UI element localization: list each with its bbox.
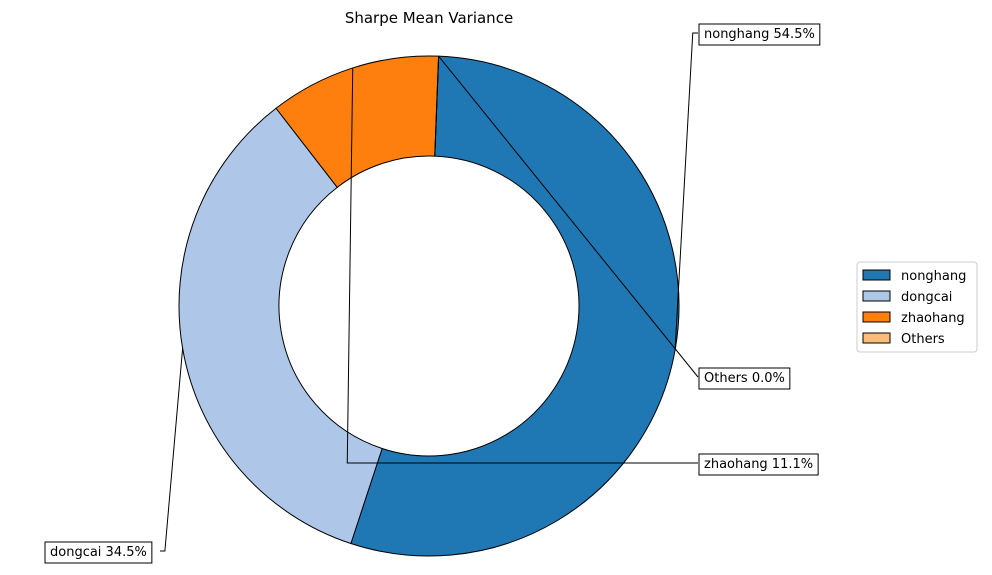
- slice-label-box-zhaohang: [698, 453, 819, 476]
- slice-dongcai: [178, 107, 383, 545]
- slices-group: [178, 55, 680, 557]
- legend-label-zhaohang: zhaohang: [901, 311, 965, 326]
- slice-label-others: Others 0.0%: [704, 371, 785, 386]
- legend-label-others: Others: [901, 332, 945, 347]
- slice-label-box-others: [698, 367, 791, 390]
- legend: nonghang dongcai zhaohang Others: [856, 261, 978, 353]
- legend-frame: [856, 261, 978, 353]
- slice-nonghang: [350, 55, 680, 557]
- legend-swatch-nonghang: [862, 269, 891, 281]
- slice-label-nonghang: nonghang 54.5%: [704, 27, 815, 42]
- legend-label-nonghang: nonghang: [901, 269, 966, 284]
- slice-others: [434, 56, 440, 157]
- leader-line-others: [438, 55, 699, 378]
- leader-line-zhaohang: [346, 67, 698, 464]
- slice-label-dongcai: dongcai 34.5%: [50, 545, 147, 560]
- slice-label-box-nonghang: [698, 23, 821, 46]
- slice-label-box-dongcai: [44, 541, 153, 564]
- legend-swatch-dongcai: [862, 290, 891, 302]
- chart-title: Sharpe Mean Variance: [345, 9, 513, 27]
- slice-labels-group: nonghang 54.5% dongcai 34.5% zhaohang 11.1…: [44, 23, 821, 564]
- leader-line-dongcai: [160, 348, 184, 552]
- leader-line-nonghang: [674, 32, 698, 351]
- legend-swatch-others: [862, 332, 891, 344]
- legend-swatch-zhaohang: [862, 311, 891, 323]
- slice-label-zhaohang: zhaohang 11.1%: [704, 457, 813, 472]
- legend-label-dongcai: dongcai: [901, 290, 952, 305]
